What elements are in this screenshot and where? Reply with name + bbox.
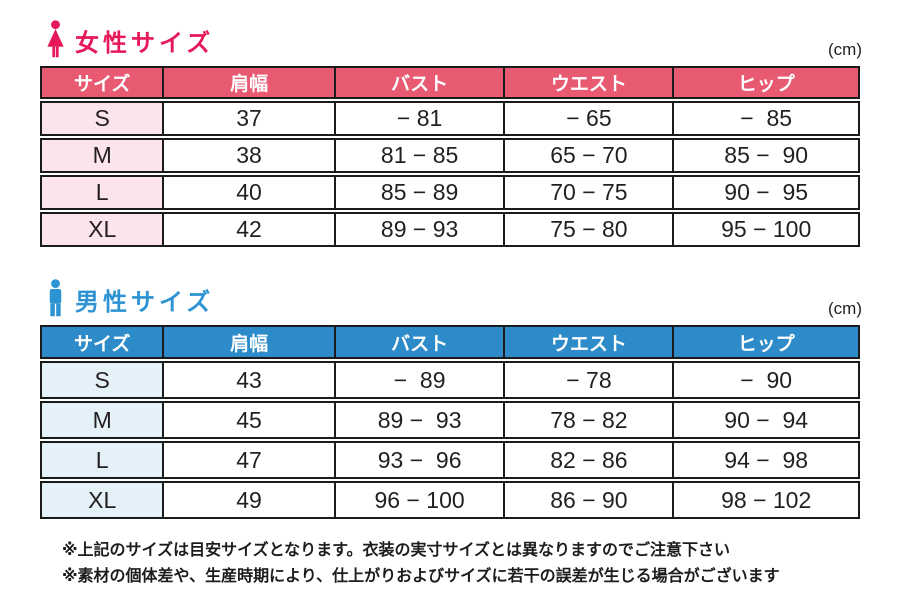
value-cell: 96 − 100 [336,483,506,517]
column-header: サイズ [42,327,165,357]
size-cell: L [42,443,165,477]
size-cell: XL [42,214,165,245]
value-cell: − 85 [740,105,793,131]
value-cell: 70 − 75 [505,177,675,208]
men-size-table: サイズ 肩幅 バスト ウエスト ヒップ S 43− 89− 78 − 90 M 45 89 − 93… [40,325,860,519]
size-cell: S [42,363,165,397]
value-cell: 89 − 93 [336,214,506,245]
column-header: ウエスト [505,68,675,97]
value-cell: 85 − 90 [724,142,809,168]
note-line-1: ※上記のサイズは目安サイズとなります。衣装の実寸サイズとは異なりますのでご注意下… [62,542,731,559]
male-icon [44,278,67,320]
men-size-section: 男性サイズ (cm) サイズ 肩幅 バスト ウエスト ヒップ S 43− 89− 78 − 9… [40,275,862,519]
section-title: 女性サイズ [75,29,215,57]
value-cell: 45 [164,403,336,437]
column-header: ウエスト [505,327,675,357]
value-cell: 42 [164,214,336,245]
value-cell: 98 − 102 [721,486,812,513]
section-title: 男性サイズ [75,288,215,316]
female-icon [44,19,67,61]
value-cell: 49 [164,483,336,517]
value-cell: 65 − 70 [505,140,675,171]
size-cell: L [42,177,165,208]
column-header: サイズ [42,68,165,97]
column-header: バスト [335,68,506,97]
size-cell: XL [42,483,165,517]
value-cell: − 78 [505,363,675,397]
table-row: L 47 93 − 96 82 − 86 94 − 98 [40,441,860,479]
table-row: L 40 85 − 89 70 − 75 90 − 95 [40,175,860,210]
unit-label: (cm) [828,299,862,318]
column-header: 肩幅 [164,327,336,357]
value-cell: 47 [164,443,336,477]
value-cell: 75 − 80 [505,214,675,245]
note-line-2: ※素材の個体差や、生産時期により、仕上がりおよびサイズに若干の誤差が生じる場合が… [62,568,780,585]
table-header-row: サイズ 肩幅 バスト ウエスト ヒップ [40,66,860,99]
value-cell: 40 [164,177,336,208]
value-cell: 82 − 86 [505,443,675,477]
value-cell: 90 − 94 [724,406,809,433]
value-cell: 94 − 98 [724,446,809,473]
column-header: ヒップ [674,327,858,357]
value-cell: − 65 [505,103,675,134]
value-cell: 89 − 93 [336,403,506,437]
table-row: XL 49 96 − 100 86 − 90 98 − 102 [40,481,860,519]
women-size-table: サイズ 肩幅 バスト ウエスト ヒップ S 37− 81− 65 − 85 M 38 81 − 85… [40,66,860,247]
value-cell: 43 [164,363,336,397]
table-row: S 43− 89− 78 − 90 [40,361,860,399]
men-title-row: 男性サイズ (cm) [40,275,862,323]
table-row: M 45 89 − 93 78 − 82 90 − 94 [40,401,860,439]
value-cell: 93 − 96 [336,443,506,477]
value-cell: 37 [164,103,336,134]
table-header-row: サイズ 肩幅 バスト ウエスト ヒップ [40,325,860,359]
column-header: バスト [335,327,506,357]
column-header: 肩幅 [164,68,336,97]
size-cell: M [42,140,165,171]
value-cell: 95 − 100 [721,216,812,242]
value-cell: 86 − 90 [505,483,675,517]
value-cell: 90 − 95 [724,179,809,205]
value-cell: − 89 [336,363,506,397]
value-cell: 81 − 85 [336,140,506,171]
value-cell: 85 − 89 [336,177,506,208]
value-cell: 78 − 82 [505,403,675,437]
footnotes: ※上記のサイズは目安サイズとなります。衣装の実寸サイズとは異なりますのでご注意下… [62,539,862,588]
value-cell: 38 [164,140,336,171]
table-row: S 37− 81− 65 − 85 [40,101,860,136]
women-size-section: 女性サイズ (cm) サイズ 肩幅 バスト ウエスト ヒップ S 37− 81− 65 − 8… [40,16,862,247]
table-row: XL 42 89 − 93 75 − 80 95 − 100 [40,212,860,247]
value-cell: − 90 [740,366,793,393]
value-cell: − 81 [336,103,506,134]
women-title-row: 女性サイズ (cm) [40,16,862,64]
size-cell: M [42,403,165,437]
table-row: M 38 81 − 85 65 − 70 85 − 90 [40,138,860,173]
size-cell: S [42,103,165,134]
column-header: ヒップ [674,68,858,97]
unit-label: (cm) [828,40,862,59]
